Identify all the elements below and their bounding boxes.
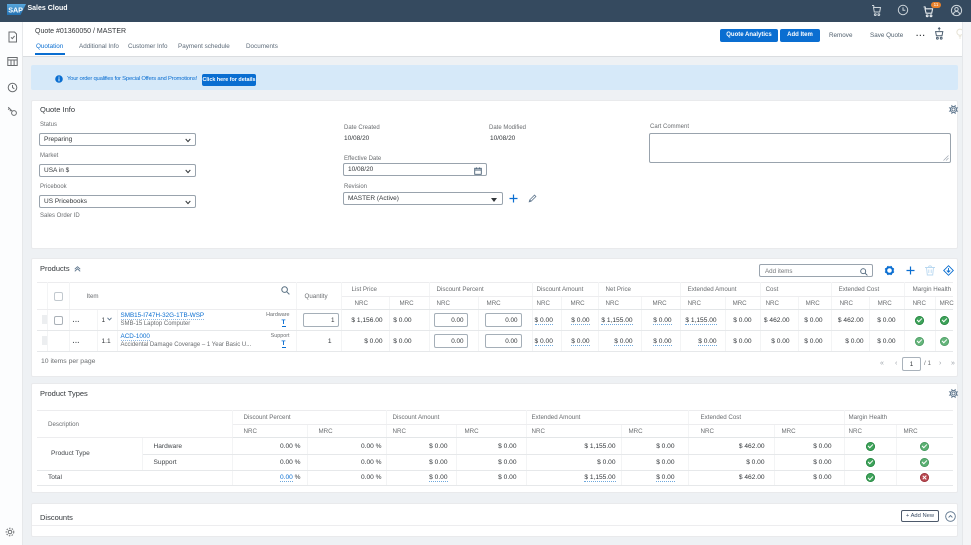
svg-text:SAP: SAP (8, 6, 23, 15)
